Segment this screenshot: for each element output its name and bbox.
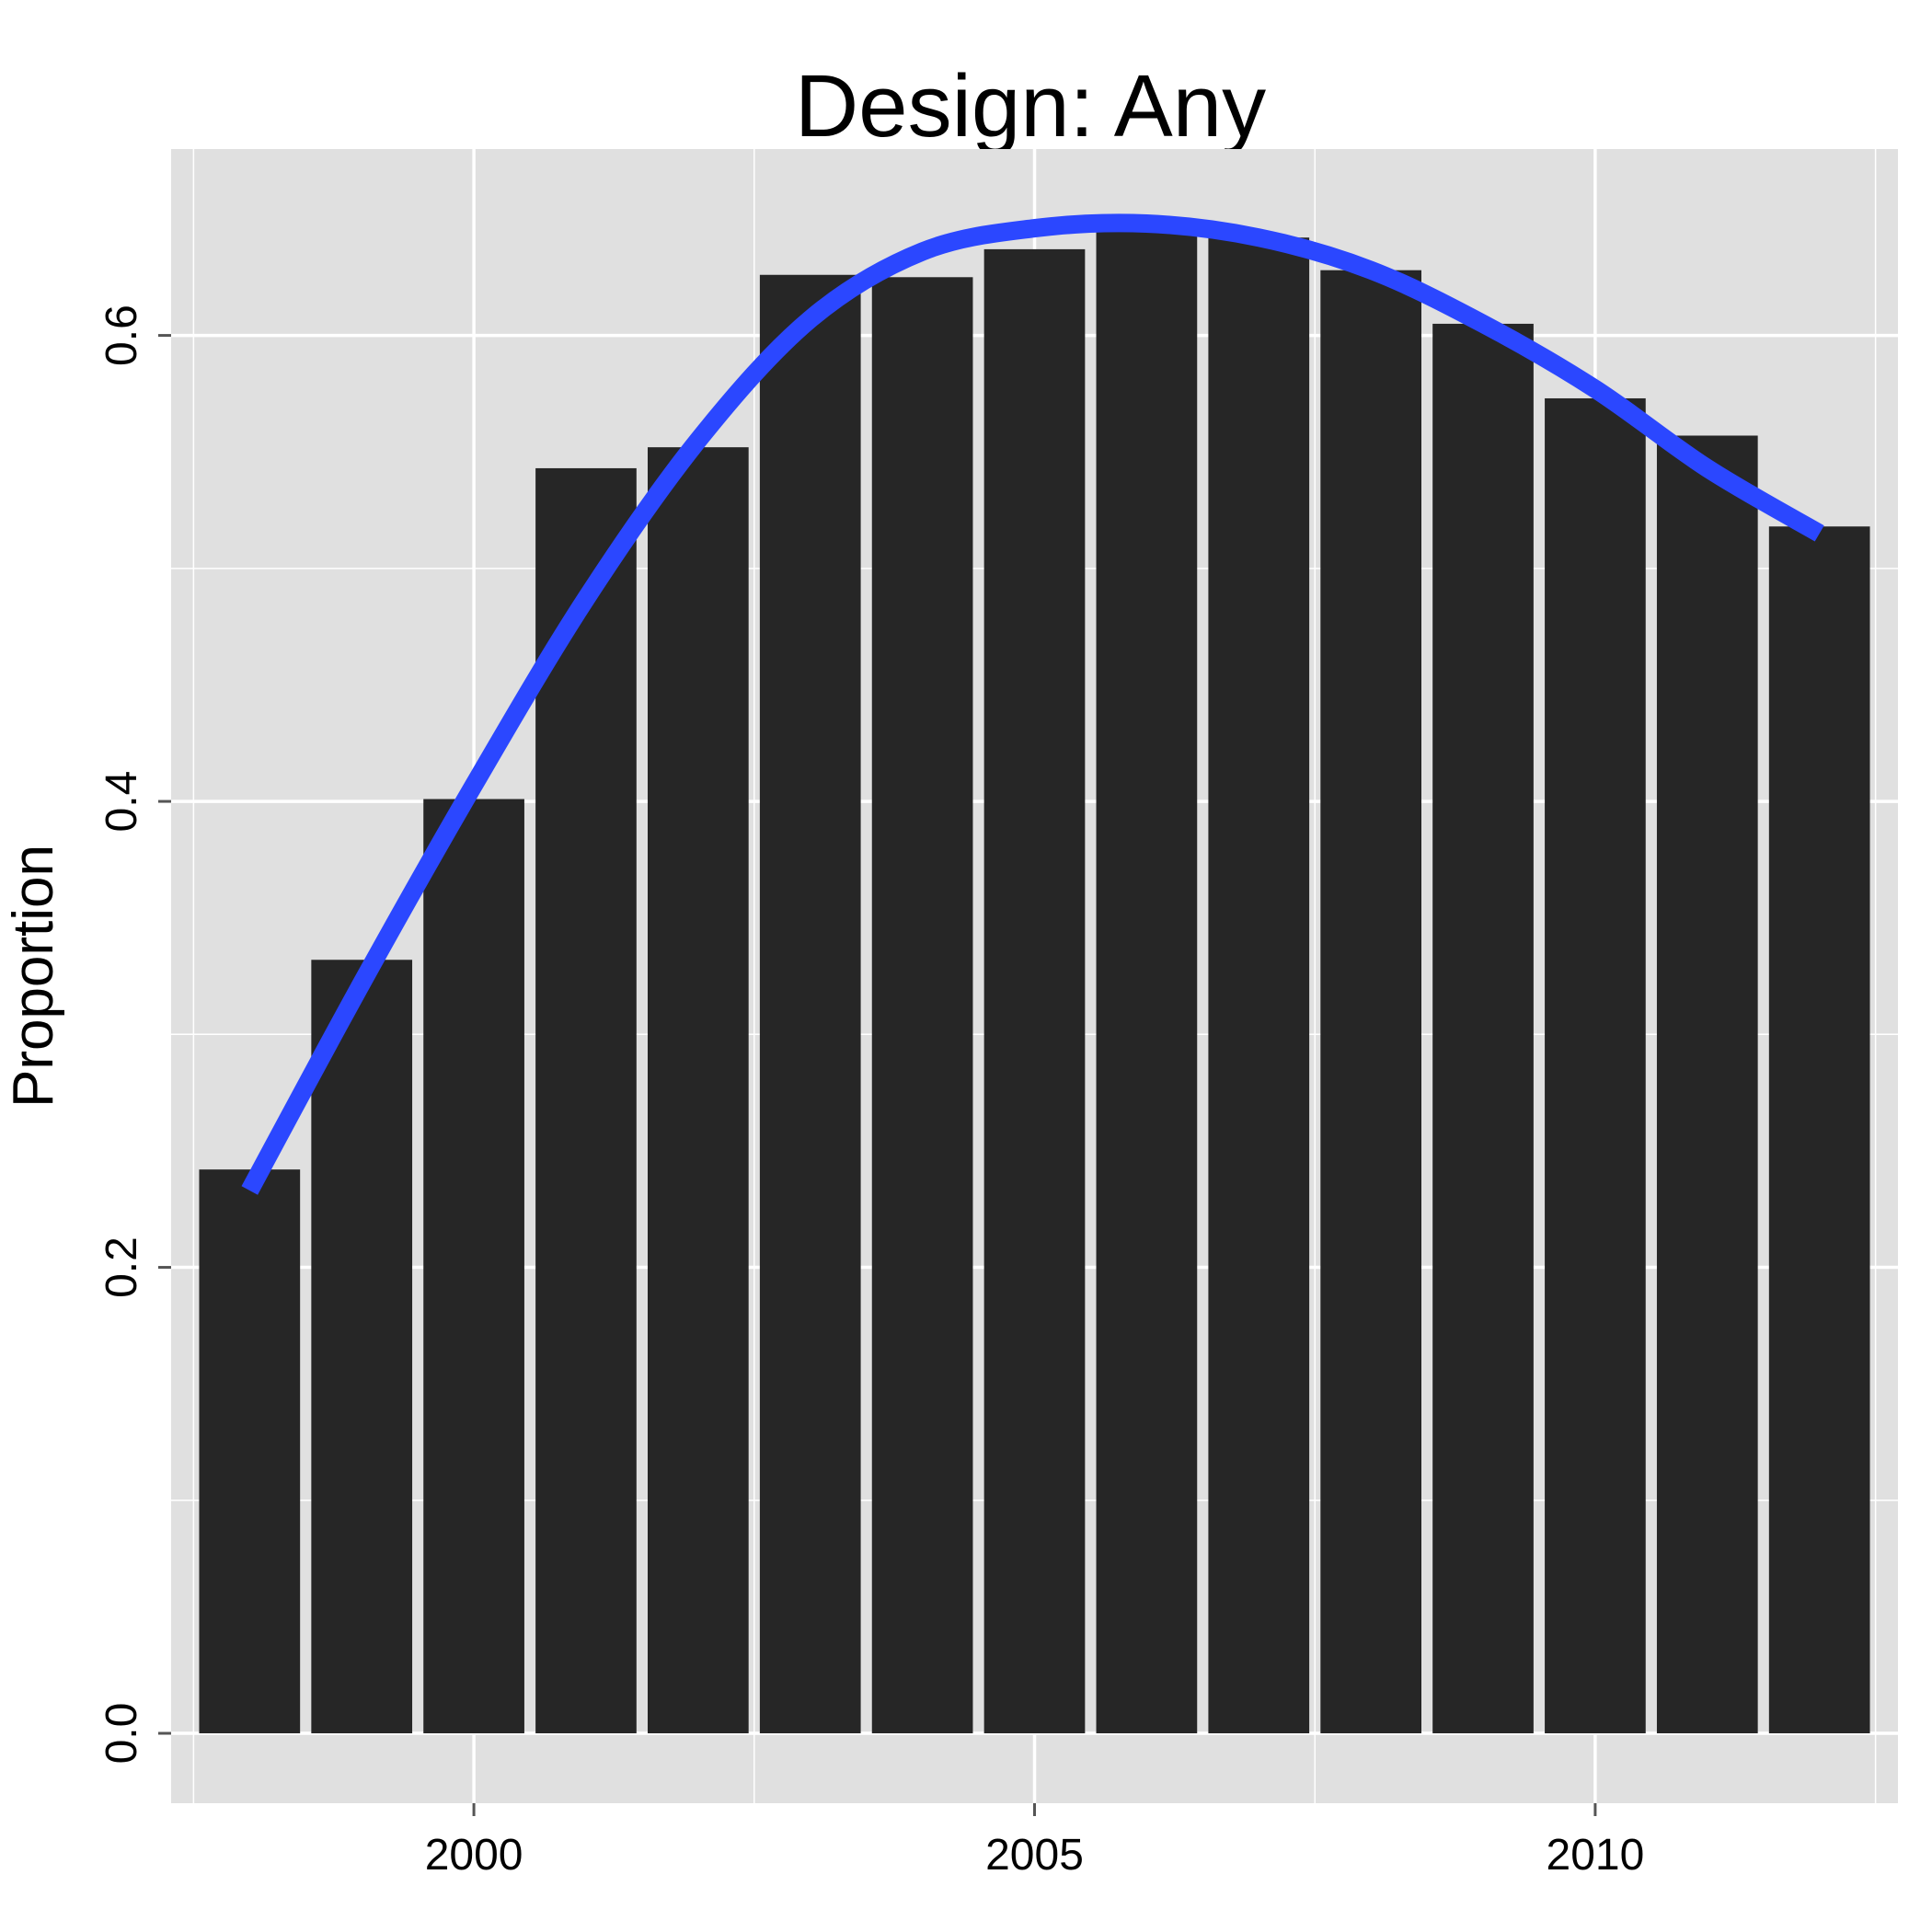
bar-2004 <box>871 277 973 1734</box>
y-axis-title: Proportion <box>2 845 65 1108</box>
y-tick-label: 0.4 <box>98 771 146 833</box>
bar-1998 <box>199 1169 301 1734</box>
x-tick-label: 2010 <box>1547 1831 1645 1880</box>
bar-2008 <box>1320 270 1421 1734</box>
bar-2005 <box>983 248 1086 1734</box>
bar-2007 <box>1208 237 1310 1734</box>
x-tick-label: 2000 <box>425 1831 523 1880</box>
y-tick-label: 0.6 <box>98 305 146 366</box>
bar-2002 <box>648 447 749 1734</box>
bar-1999 <box>311 960 413 1734</box>
bar-2006 <box>1096 218 1198 1734</box>
y-tick-label: 0.0 <box>98 1703 146 1765</box>
bar-2009 <box>1432 323 1534 1734</box>
bar-2011 <box>1656 435 1758 1734</box>
smooth-trend <box>241 213 1824 1195</box>
bar-2003 <box>759 274 861 1734</box>
x-tick-label: 2005 <box>985 1831 1084 1880</box>
smooth-line <box>241 213 1824 1195</box>
bars <box>199 218 1870 1734</box>
bar-2012 <box>1768 526 1870 1734</box>
bar-2010 <box>1545 397 1646 1734</box>
chart-title: Design: Any <box>795 57 1266 155</box>
y-tick-label: 0.2 <box>98 1236 146 1298</box>
bar-2001 <box>535 467 637 1734</box>
bar-2000 <box>423 799 524 1734</box>
axes: 2000 2005 2010 0.0 0.2 0.4 0.6 <box>98 305 1644 1880</box>
